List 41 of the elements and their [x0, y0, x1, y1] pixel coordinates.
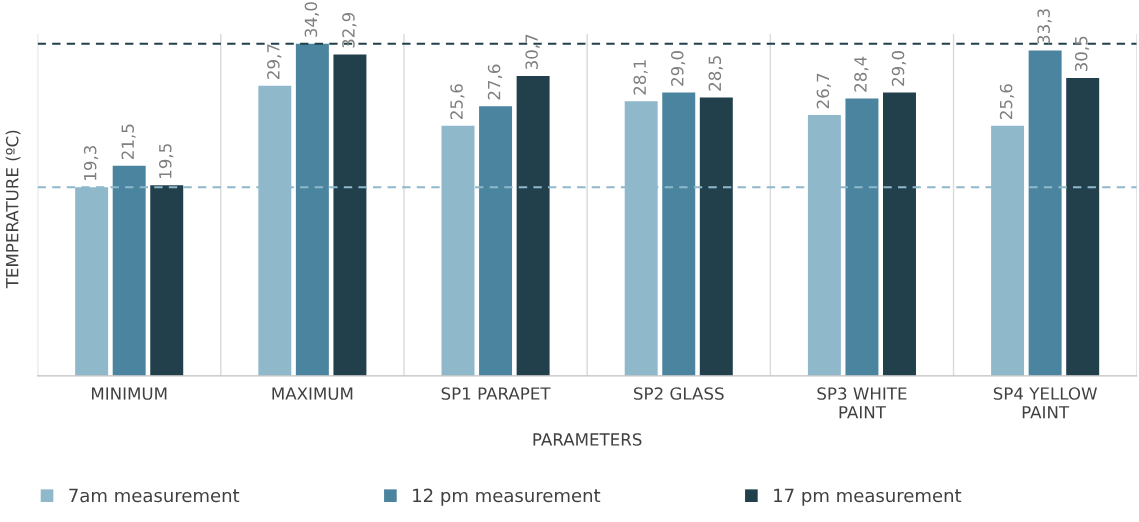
bar: [883, 92, 916, 376]
x-tick-label: SP3 WHITE PAINT: [817, 387, 907, 419]
data-label: 28,5: [708, 56, 723, 91]
data-label: 28,1: [633, 60, 648, 95]
x-tick-label: MAXIMUM: [272, 387, 353, 400]
data-label: 25,6: [999, 84, 1015, 119]
data-label: 19,3: [83, 145, 99, 180]
bar: [1028, 50, 1062, 376]
data-label: 19,5: [158, 144, 174, 178]
bar: [295, 43, 329, 376]
legend-label: 12 pm measurement: [413, 488, 601, 506]
bar: [112, 165, 146, 376]
bar: [699, 97, 733, 376]
bar: [1066, 77, 1100, 376]
data-label: 28,4: [854, 56, 869, 92]
data-label: 27,6: [487, 64, 503, 100]
legend-label: 7am measurement: [69, 488, 240, 503]
x-tick-label: MINIMUM: [92, 387, 167, 400]
x-tick-label: SP4 YELLOW PAINT: [993, 387, 1097, 419]
data-label: 21,5: [121, 124, 136, 160]
x-axis-title: PARAMETERS: [533, 433, 642, 446]
data-label: 26,7: [816, 73, 831, 109]
bar: [662, 92, 696, 376]
bar: [479, 106, 513, 376]
data-label: 30,5: [1074, 36, 1090, 72]
data-label: 34,0: [304, 2, 319, 37]
legend-label: 17 pm measurement: [774, 488, 962, 506]
data-label: 25,6: [450, 84, 465, 119]
data-label: 29,7: [267, 44, 282, 79]
bar: [333, 54, 367, 376]
y-axis-title: TEMPERATURE (ºC): [5, 130, 21, 289]
bar: [516, 75, 550, 376]
data-label: 29,0: [891, 50, 907, 86]
data-label: 30,7: [525, 34, 540, 70]
x-tick-label: SP2 GLASS: [634, 387, 724, 400]
x-tick-label: SP1 PARAPET: [441, 387, 551, 400]
data-label: 33,3: [1037, 9, 1052, 44]
data-label: 32,9: [342, 12, 357, 48]
bar: [845, 98, 879, 376]
data-label: 29,0: [670, 50, 686, 86]
bar: [150, 185, 184, 376]
